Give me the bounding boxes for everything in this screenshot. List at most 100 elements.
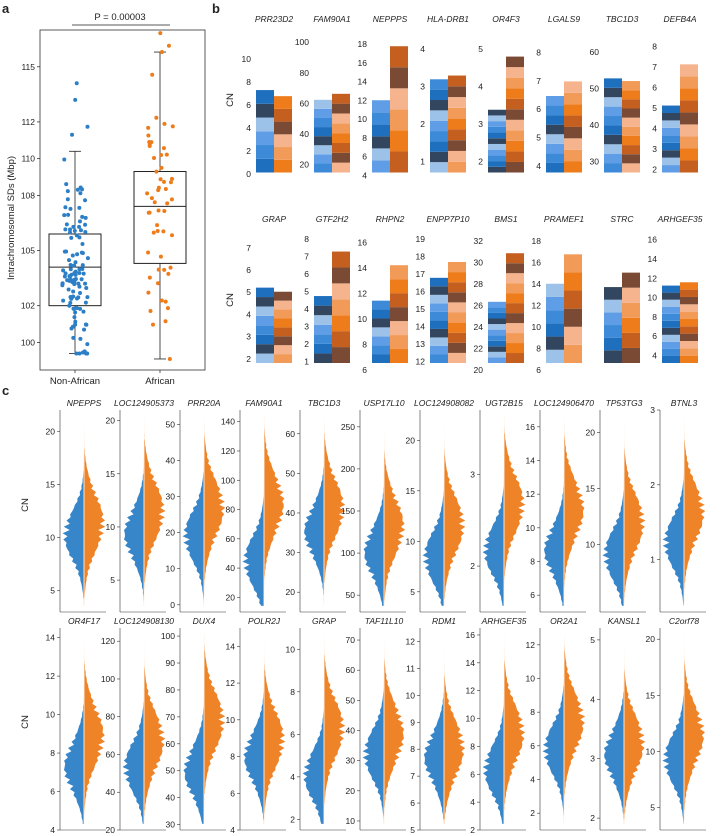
panel-b-ytick-label: 0: [246, 169, 251, 179]
panel-b-ytick-label: 10: [242, 54, 252, 64]
panel-c-ytick-label: 50: [346, 695, 356, 705]
panel-b-cell: [430, 354, 448, 363]
panel-b-cell: [256, 306, 274, 316]
panel-c-violin-nonafrican: [542, 634, 564, 824]
panel-b-ytick-label: 6: [304, 269, 309, 279]
panel-b-cell: [506, 283, 524, 294]
panel-b-cell: [564, 344, 582, 363]
panel-a-point: [69, 326, 74, 331]
panel-b-cell: [564, 272, 582, 291]
panel-b-ytick-label: 8: [362, 340, 367, 350]
panel-c-gene-label: UGT2B15: [485, 398, 523, 408]
panel-b-cell: [448, 129, 466, 141]
panel-b-ytick-label: 20: [474, 365, 484, 375]
panel-b-cell: [604, 337, 622, 351]
panel-b-cell: [662, 327, 680, 335]
panel-b-cell: [662, 285, 680, 293]
panel-a-point: [165, 306, 170, 311]
panel-a-point: [78, 191, 83, 196]
panel-b-cell: [488, 166, 506, 173]
panel-a-point: [162, 267, 167, 272]
panel-b-ytick-label: 7: [304, 251, 309, 261]
panel-a-point: [154, 115, 159, 120]
panel-c-ytick-label: 100: [341, 548, 355, 558]
panel-b-cell: [488, 149, 506, 156]
panel-a-point: [159, 152, 164, 157]
panel-a-point: [72, 228, 77, 233]
panel-a-point: [80, 266, 85, 271]
panel-b-ytick-label: 18: [416, 251, 426, 261]
panel-b-cell: [564, 126, 582, 139]
panel-c-ytick-label: 2: [650, 480, 655, 490]
panel-b-cell: [488, 143, 506, 150]
panel-b-ytick-label: 5: [304, 286, 309, 296]
panel-a-point: [169, 197, 174, 202]
panel-a-xtick-label: Non-African: [50, 376, 100, 387]
panel-c-violin-african: [324, 416, 346, 606]
panel-b-cell: [546, 115, 564, 125]
panel-a-point: [78, 185, 83, 190]
panel-c-ytick-label: 10: [526, 674, 536, 684]
panel-c-violin-nonafrican: [662, 634, 684, 824]
panel-c-ytick-label: 0: [170, 600, 175, 610]
panel-b-ytick-label: 7: [536, 76, 541, 86]
panel-a-point: [77, 270, 82, 275]
panel-a-point: [73, 97, 78, 102]
panel-b-cell: [448, 312, 466, 323]
panel-b-cell: [430, 151, 448, 163]
panel-b-cell: [488, 109, 506, 116]
panel-c-violin-nonafrican: [482, 416, 504, 606]
panel-b-cell: [488, 307, 506, 313]
panel-b-cell: [430, 345, 448, 355]
panel-b-cell: [372, 112, 390, 125]
panel-b-ytick-label: 3: [652, 144, 657, 154]
panel-b-ytick-label: 28: [474, 279, 484, 289]
panel-b-gene-label: ARHGEF35: [657, 214, 703, 224]
panel-c-violin-nonafrican: [304, 416, 324, 606]
panel-b-ytick-label: 6: [652, 331, 657, 341]
panel-b-gene-label: PRAMEF1: [544, 214, 584, 224]
panel-b-cell: [372, 124, 390, 137]
panel-c-ytick-label: 200: [341, 464, 355, 474]
panel-c-ytick-label: 5: [410, 825, 415, 835]
panel-a-point: [60, 283, 65, 288]
panel-c-ytick-label: 40: [106, 787, 116, 797]
panel-a-point: [163, 186, 168, 191]
panel-b-cell: [448, 272, 466, 283]
panel-a-point: [165, 201, 170, 206]
panel-b-cell: [274, 121, 292, 135]
panel-a-point: [62, 213, 67, 218]
panel-a-point: [62, 274, 67, 279]
panel-b-cell: [274, 345, 292, 355]
panel-c-ytick-label: 10: [526, 523, 536, 533]
panel-c-ytick-label: 12: [526, 640, 536, 650]
panel-c-ytick-label: 4: [290, 772, 295, 782]
panel-b-cell: [430, 131, 448, 142]
panel-a-point: [63, 227, 68, 232]
panel-b-cell: [604, 163, 622, 173]
panel-b-cell: [506, 77, 524, 89]
panel-a-point: [170, 124, 175, 129]
panel-a-point: [82, 327, 87, 332]
panel-b-cell: [546, 162, 564, 173]
panel-b-ytick-label: 6: [536, 365, 541, 375]
panel-b-cell: [488, 335, 506, 341]
panel-b-cell: [448, 261, 466, 273]
panel-b-cell: [662, 320, 680, 328]
panel-a-point: [148, 309, 153, 314]
panel-b-cell: [274, 134, 292, 148]
panel-c-ylabel-row1: CN: [20, 498, 31, 512]
panel-b-ytick-label: 17: [416, 269, 426, 279]
panel-c-gene-label: TAF11L10: [365, 616, 404, 626]
panel-b-ytick-label: 22: [474, 343, 484, 353]
panel-b-cell: [662, 165, 680, 173]
panel-b-cell: [662, 105, 680, 113]
panel-b-cell: [604, 350, 622, 363]
panel-a-point: [68, 294, 73, 299]
panel-b: b CN CN PRR23D20246810FAM90A120406080100…: [212, 1, 703, 375]
panel-a-point: [85, 256, 90, 261]
panel-b-cell: [680, 100, 698, 113]
panel-b-cell: [448, 352, 466, 363]
panel-b-cell: [680, 304, 698, 312]
